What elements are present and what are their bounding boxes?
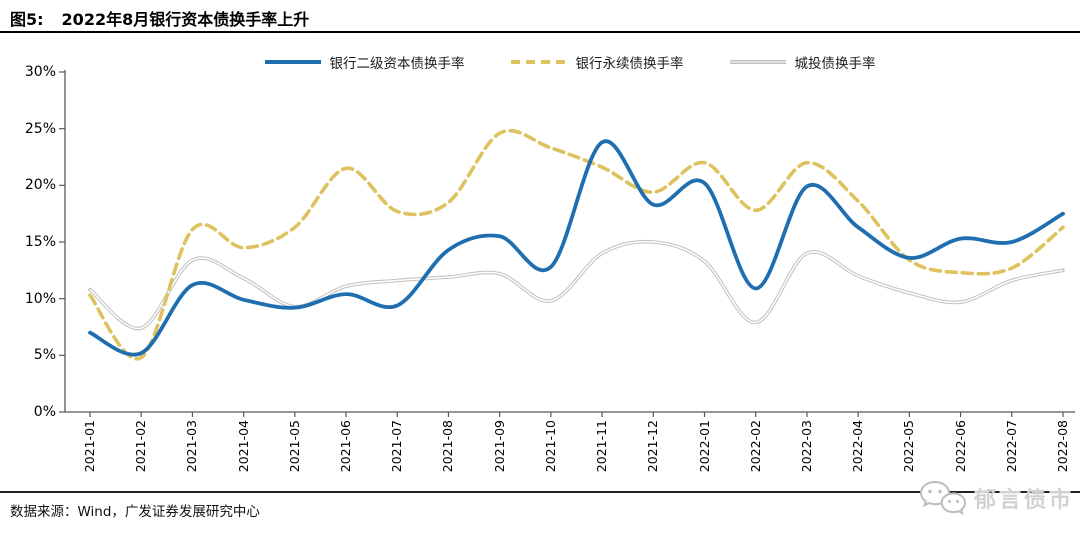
series-line-0 xyxy=(88,139,1065,357)
x-tick-label: 2021-11 xyxy=(594,420,610,473)
watermark-logo: 郁言债市 xyxy=(918,479,1074,517)
x-tick-label: 2022-03 xyxy=(798,420,814,473)
y-tick-label: 20% xyxy=(24,177,56,194)
y-tick-label: 15% xyxy=(24,234,56,250)
x-tick-label: 2021-06 xyxy=(338,420,354,473)
y-tick-label: 25% xyxy=(24,120,56,137)
title-divider-line xyxy=(0,31,1080,33)
x-tick-label: 2022-04 xyxy=(850,420,866,473)
wechat-bubbles-icon xyxy=(919,480,967,516)
legend-item-0: 银行二级资本债换手率 xyxy=(264,52,465,72)
x-tick-label: 2021-01 xyxy=(82,420,97,473)
y-tick-label: 30% xyxy=(24,64,56,80)
footer-divider-line xyxy=(0,491,1080,493)
x-tick-label: 2021-02 xyxy=(133,420,149,473)
legend-swatch-solid-icon xyxy=(264,60,321,64)
legend-label: 银行二级资本债换手率 xyxy=(329,56,465,72)
y-tick-label: 10% xyxy=(24,290,56,307)
legend-item-2: 城投债换手率 xyxy=(729,52,876,72)
x-tick-label: 2022-02 xyxy=(747,420,763,473)
series-line-2-inner xyxy=(89,240,1064,330)
legend-swatch-dashed-icon xyxy=(510,60,567,64)
x-tick-label: 2022-08 xyxy=(1055,420,1070,473)
x-tick-label: 2021-04 xyxy=(235,420,251,473)
data-source-text: 数据来源：Wind，广发证券发展研究中心 xyxy=(10,504,260,520)
x-tick-label: 2021-09 xyxy=(491,420,507,473)
legend-label: 城投债换手率 xyxy=(794,56,876,72)
legend-label: 银行永续债换手率 xyxy=(575,56,684,72)
x-tick-label: 2021-10 xyxy=(542,420,558,473)
figure-number-label: 图5: xyxy=(10,10,44,29)
figure-title: 图5: 2022年8月银行资本债换手率上升 xyxy=(10,6,309,30)
y-tick-label: 0% xyxy=(33,404,56,420)
series-line-2 xyxy=(88,239,1065,331)
legend-swatch-double-icon xyxy=(729,60,786,64)
x-tick-label: 2021-07 xyxy=(389,420,405,473)
x-tick-label: 2022-07 xyxy=(1003,420,1019,473)
x-tick-label: 2021-12 xyxy=(645,420,661,473)
x-tick-label: 2021-08 xyxy=(440,420,456,473)
watermark-text: 郁言债市 xyxy=(973,488,1074,513)
x-tick-label: 2021-03 xyxy=(184,420,200,473)
y-tick-label: 5% xyxy=(33,347,56,364)
x-tick-label: 2021-05 xyxy=(286,420,302,473)
x-tick-label: 2022-05 xyxy=(901,420,917,473)
x-tick-label: 2022-01 xyxy=(696,420,712,473)
legend-item-1: 银行永续债换手率 xyxy=(510,52,684,72)
series-line-1 xyxy=(88,129,1065,361)
chart-legend: 银行二级资本债换手率 银行永续债换手率 城投债换手率 xyxy=(65,52,1075,72)
figure-title-text: 2022年8月银行资本债换手率上升 xyxy=(61,10,310,29)
x-tick-label: 2022-06 xyxy=(952,420,968,473)
